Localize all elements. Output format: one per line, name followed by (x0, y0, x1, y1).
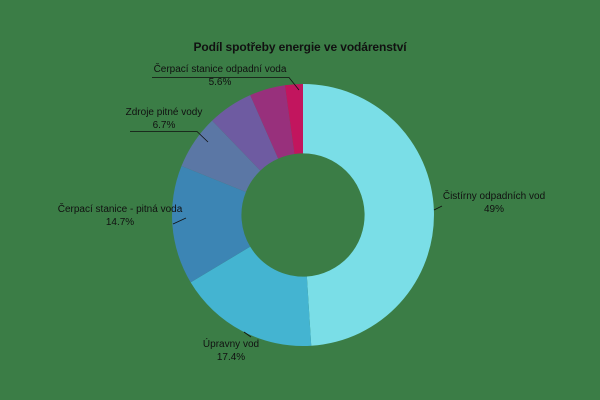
label-leader-line (243, 331, 252, 338)
pie-slice-unlabeled-magenta[interactable] (250, 85, 295, 159)
pie-slice-upravny-vod[interactable] (190, 246, 312, 346)
slice-label-text: Čerpací stanice - pitná voda (57, 204, 183, 215)
slice-percent: 6.7% (152, 120, 176, 131)
slice-label-text: Zdroje pitné vody (125, 107, 203, 118)
leader-lines (130, 77, 443, 338)
pie-slice-cerpaci-stanice-odpadni-voda[interactable] (212, 95, 279, 171)
slice-percent: 17.4% (216, 352, 246, 363)
slice-label-zdroje-pitne-vody: Zdroje pitné vody 6.7% (126, 106, 203, 132)
slice-label-cerpaci-stanice-pitna-voda: Čerpací stanice - pitná voda 14.7% (58, 203, 183, 229)
pie-slice-unlabeled-crimson[interactable] (284, 84, 303, 155)
label-leader-line (172, 217, 187, 225)
pie-slice-zdroje-pitne-vody[interactable] (181, 120, 261, 192)
slice-percent: 14.7% (105, 217, 135, 228)
donut-slices (171, 84, 434, 346)
label-leader-line (130, 131, 209, 143)
slice-label-text: Čerpací stanice odpadní voda (153, 64, 287, 75)
label-leader-line (433, 205, 443, 211)
slice-percent: 49% (483, 204, 504, 215)
pie-slice-cistirny-odpadnich-vod[interactable] (303, 84, 434, 346)
slice-label-cistirny-odpadnich-vod: Čistírny odpadních vod 49% (443, 190, 545, 216)
pie-slice-cerpaci-stanice-pitna-voda[interactable] (171, 166, 251, 283)
slice-label-upravny-vod: Úpravny vod 17.4% (203, 338, 259, 364)
slice-percent: 5.6% (208, 77, 232, 88)
label-leader-line (152, 77, 300, 91)
slice-label-text: Čistírny odpadních vod (442, 191, 546, 202)
chart-title: Podíl spotřeby energie ve vodárenství (193, 40, 407, 54)
slice-label-cerpaci-stanice-odpadni-voda: Čerpací stanice odpadní voda 5.6% (154, 63, 287, 89)
slice-label-text: Úpravny vod (202, 339, 260, 350)
